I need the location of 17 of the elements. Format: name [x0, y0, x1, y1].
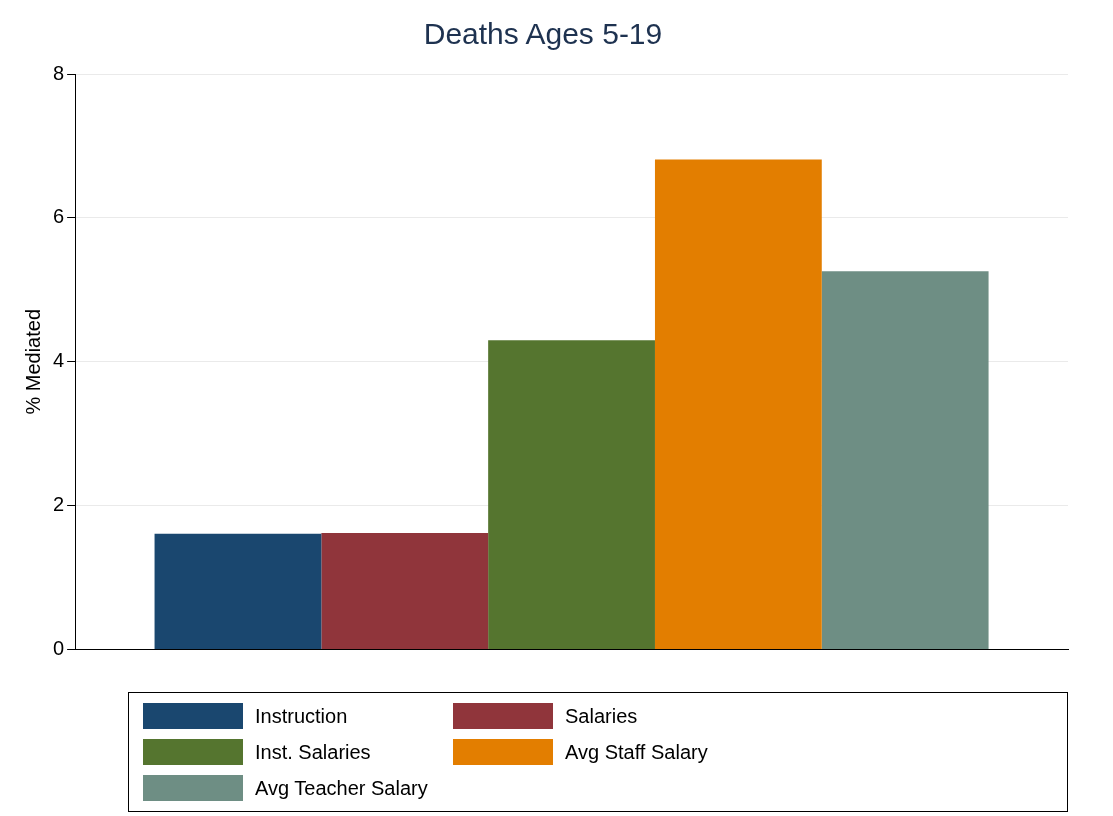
y-tick-label: 4: [53, 349, 65, 372]
legend-label: Salaries: [565, 704, 638, 729]
bar: [154, 533, 322, 650]
bar: [821, 271, 989, 650]
legend-label: Avg Staff Salary: [565, 740, 708, 765]
legend-label: Instruction: [255, 704, 348, 729]
legend-label: Inst. Salaries: [255, 740, 371, 765]
legend-label: Avg Teacher Salary: [255, 776, 428, 801]
y-tick-label: 2: [53, 493, 65, 516]
y-tick-label: 6: [53, 205, 65, 228]
y-tick-label: 8: [53, 61, 65, 84]
chart-title: Deaths Ages 5-19: [423, 17, 663, 51]
bar: [654, 159, 822, 650]
y-axis-title: % Mediated: [21, 308, 44, 415]
bar: [321, 533, 489, 650]
y-tick-label: 0: [53, 637, 65, 660]
bar: [488, 340, 655, 650]
